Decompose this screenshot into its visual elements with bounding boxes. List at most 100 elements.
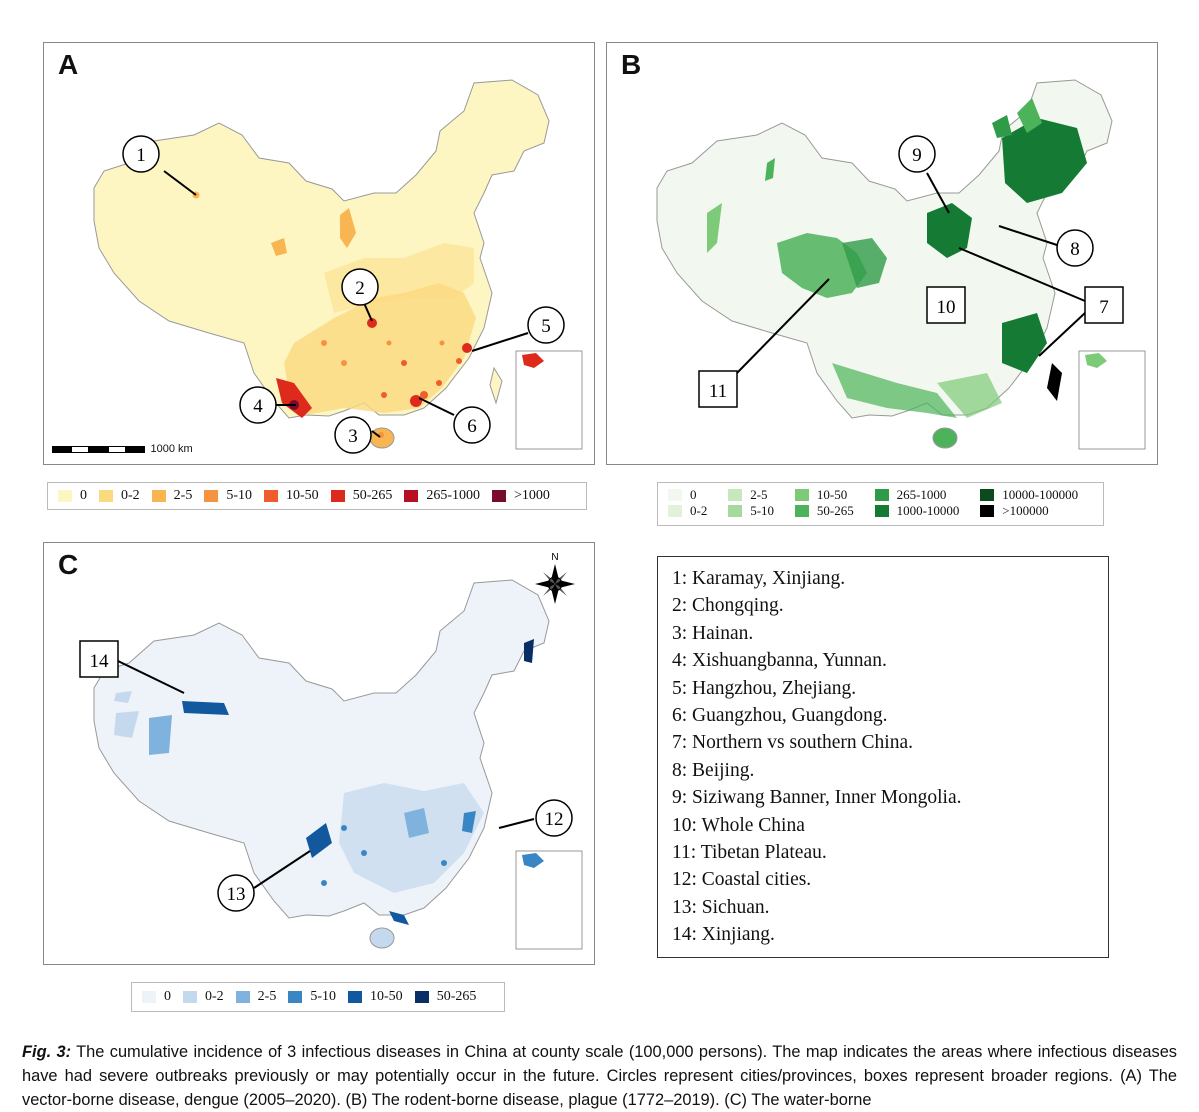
legend-label: 0 (164, 989, 171, 1004)
legend-swatch (235, 991, 250, 1003)
legend-label: 2-5 (173, 488, 193, 503)
legend-a-item: 0-2 (99, 488, 140, 504)
panel-b-label: B (621, 49, 642, 80)
china-map-c: 14 12 13 (79, 579, 583, 950)
legend-label: 5-10 (310, 989, 337, 1004)
marker-b-7: 7 (958, 247, 1124, 357)
legend-c-item: 10-50 (348, 989, 403, 1005)
legend-a-item: 50-265 (330, 488, 393, 504)
marker-b-10-label: 10 (937, 297, 956, 318)
legend-swatch (264, 490, 279, 502)
marker-c-14-label: 14 (90, 651, 110, 672)
figure-caption: Fig. 3: The cumulative incidence of 3 in… (22, 1040, 1177, 1112)
panel-b-plague-map: 9 8 7 10 11 B (606, 42, 1158, 465)
key-row: 14: Xinjiang. (672, 924, 775, 946)
key-row: 9: Siziwang Banner, Inner Mongolia. (672, 787, 962, 809)
key-row: 11: Tibetan Plateau. (672, 842, 827, 864)
legend-label: 0 (80, 488, 87, 503)
key-row: 13: Sichuan. (672, 896, 770, 918)
legend-swatch (404, 490, 419, 502)
key-row: 4: Xishuangbanna, Yunnan. (672, 650, 887, 672)
legend-a-item: 5-10 (204, 488, 252, 504)
legend-label: 5-10 (226, 488, 253, 503)
panel-c-waterborne-map: 14 12 13 C (43, 542, 595, 965)
legend-swatch (668, 489, 682, 501)
key-row: 1: Karamay, Xinjiang. (672, 568, 846, 589)
legend-swatch (99, 490, 113, 502)
legend-swatch (183, 991, 197, 1003)
legend-swatch (348, 991, 363, 1003)
marker-a-3: 3 (334, 416, 381, 454)
legend-c-item: 5-10 (288, 989, 336, 1005)
legend-swatch (794, 505, 809, 517)
legend-label: 10-50 (286, 488, 319, 503)
legend-b-item: 1000-10000 (874, 503, 975, 519)
panel-c-label: C (58, 549, 79, 580)
legend-label: 0 (690, 487, 697, 502)
legend-label: 2-5 (257, 989, 277, 1004)
legend-b-item: 5-10 (728, 503, 789, 519)
legend-swatch (728, 505, 743, 517)
marker-a-4: 4 (239, 386, 296, 424)
marker-a-1: 1 (122, 135, 197, 196)
legend-b-item: 10000-100000 (980, 487, 1093, 503)
key-row: 10: Whole China (672, 814, 805, 836)
legend-swatch (58, 490, 72, 502)
marker-c-12: 12 (498, 799, 573, 837)
legend-label: >100000 (1002, 503, 1049, 518)
legend-label: >1000 (514, 488, 550, 503)
legend-a: 0 0-2 2-5 5-10 10-50 50-265 265-1000 >1000 (47, 482, 587, 510)
marker-a-1-label: 1 (136, 145, 146, 166)
marker-b-11: 11 (698, 278, 830, 408)
legend-swatch (288, 991, 303, 1003)
marker-a-6-label: 6 (467, 416, 477, 437)
legend-label: 0-2 (121, 488, 140, 503)
legend-swatch (668, 505, 682, 517)
legend-swatch (874, 505, 889, 517)
legend-a-item: 0 (58, 488, 87, 504)
legend-a-item: 2-5 (151, 488, 193, 504)
legend-b: 0 2-5 10-50 265-1000 10000-100000 0-2 5-10 50-2… (657, 482, 1104, 526)
china-map-a: 1 2 3 4 5 6 (93, 79, 583, 454)
key-row: 5: Hangzhou, Zhejiang. (672, 677, 857, 699)
key-row: 2: Chongqing. (672, 595, 784, 617)
legend-b-item: 265-1000 (874, 487, 975, 503)
marker-b-10: 10 (926, 286, 966, 324)
legend-a-item: 265-1000 (404, 488, 480, 504)
legend-swatch (794, 489, 809, 501)
marker-c-13-label: 13 (227, 884, 246, 905)
legend-b-item: 2-5 (728, 487, 789, 503)
panel-a-dengue-map: 1 2 3 4 5 6 A (43, 42, 595, 465)
legend-label: 265-1000 (896, 487, 947, 502)
legend-label: 50-265 (352, 488, 393, 503)
legend-label: 0-2 (205, 989, 224, 1004)
key-row: 8: Beijing. (672, 759, 755, 781)
legend-label: 5-10 (750, 503, 775, 518)
legend-label: 10000-100000 (1002, 487, 1079, 502)
legend-swatch (142, 991, 156, 1003)
marker-a-6: 6 (418, 397, 491, 444)
legend-label: 50-265 (436, 989, 477, 1004)
caption-text: The cumulative incidence of 3 infectious… (22, 1043, 1178, 1109)
legend-swatch (330, 490, 345, 502)
legend-c: 0 0-2 2-5 5-10 10-50 50-265 (131, 982, 505, 1012)
marker-a-2-label: 2 (355, 278, 365, 299)
marker-b-8: 8 (998, 225, 1094, 267)
legend-swatch (414, 991, 429, 1003)
legend-b-item: 0 (668, 487, 722, 503)
scale-bar: 1000 km (52, 443, 193, 455)
legend-c-item: 2-5 (235, 989, 277, 1005)
key-row: 3: Hainan. (672, 622, 754, 644)
legend-swatch (151, 490, 166, 502)
legend-label: 10-50 (816, 487, 848, 502)
legend-b-item: 50-265 (794, 503, 869, 519)
marker-c-14: 14 (79, 640, 185, 694)
china-map-b: 9 8 7 10 11 (656, 79, 1146, 450)
legend-label: 1000-10000 (896, 503, 960, 518)
legend-c-item: 0 (142, 989, 171, 1005)
panel-a-label: A (58, 49, 79, 80)
scale-bar-label: 1000 km (150, 443, 193, 455)
marker-a-4-label: 4 (253, 396, 263, 417)
compass-north-label: N (551, 552, 558, 563)
legend-swatch (492, 490, 507, 502)
